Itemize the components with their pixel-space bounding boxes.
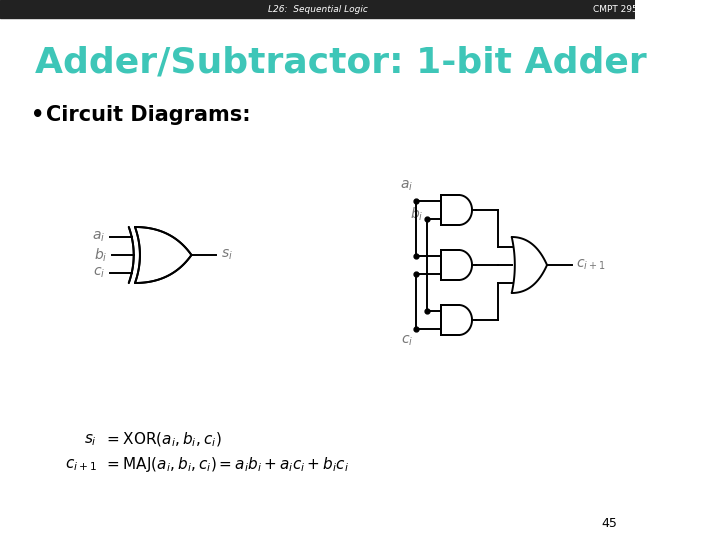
Polygon shape bbox=[441, 305, 472, 335]
Text: $= \mathrm{MAJ}(a_i, b_i, c_i) = a_i b_i + a_i c_i + b_i c_i$: $= \mathrm{MAJ}(a_i, b_i, c_i) = a_i b_i… bbox=[104, 456, 349, 475]
Polygon shape bbox=[135, 227, 192, 283]
Text: $s_i$: $s_i$ bbox=[220, 248, 233, 262]
Text: $b_i$: $b_i$ bbox=[94, 246, 107, 264]
Polygon shape bbox=[512, 237, 547, 293]
Bar bbox=[0, 0, 635, 18]
Text: $= \mathrm{XOR}(a_i, b_i, c_i)$: $= \mathrm{XOR}(a_i, b_i, c_i)$ bbox=[104, 431, 222, 449]
Text: $s_i$: $s_i$ bbox=[84, 432, 97, 448]
Text: CMPT 295: CMPT 295 bbox=[593, 4, 638, 14]
Text: $b_i$: $b_i$ bbox=[410, 205, 423, 222]
Polygon shape bbox=[441, 250, 472, 280]
Text: $c_{i+1}$: $c_{i+1}$ bbox=[65, 457, 97, 473]
Text: •: • bbox=[31, 105, 44, 125]
Text: $c_i$: $c_i$ bbox=[93, 266, 105, 280]
Text: $a_i$: $a_i$ bbox=[92, 230, 105, 244]
Text: Adder/Subtractor: 1-bit Adder: Adder/Subtractor: 1-bit Adder bbox=[35, 45, 647, 79]
Text: $c_{i+1}$: $c_{i+1}$ bbox=[576, 258, 606, 272]
Text: 45: 45 bbox=[602, 517, 618, 530]
Polygon shape bbox=[441, 195, 472, 225]
Text: L26:  Sequential Logic: L26: Sequential Logic bbox=[268, 4, 368, 14]
Text: $c_i$: $c_i$ bbox=[400, 334, 413, 348]
Text: Circuit Diagrams:: Circuit Diagrams: bbox=[46, 105, 251, 125]
Text: $a_i$: $a_i$ bbox=[400, 179, 413, 193]
